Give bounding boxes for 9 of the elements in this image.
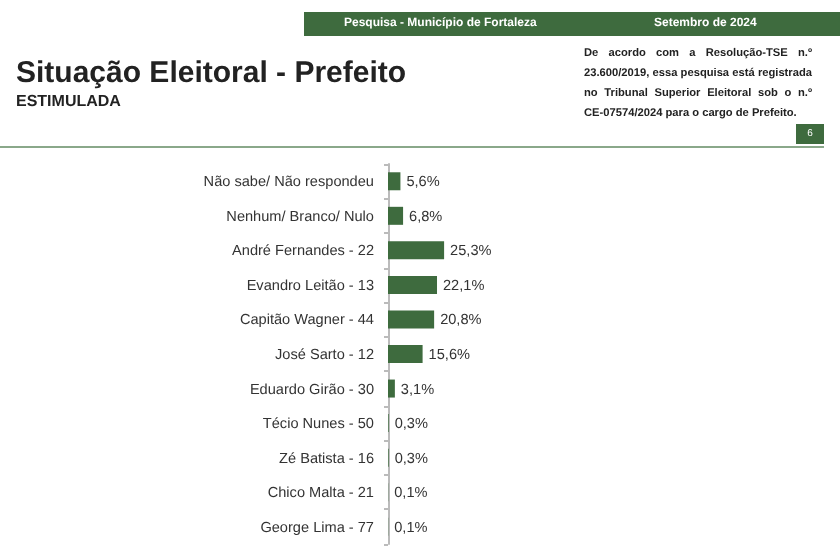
text: ESTIMULADA xyxy=(16,92,121,110)
bar xyxy=(388,275,438,294)
bar xyxy=(388,345,423,363)
bar xyxy=(388,241,445,260)
bar xyxy=(388,310,435,329)
bar xyxy=(388,206,404,225)
bar xyxy=(388,172,401,191)
chart-title: Situação Eleitoral - Prefeito xyxy=(16,56,407,90)
bar xyxy=(388,379,395,398)
